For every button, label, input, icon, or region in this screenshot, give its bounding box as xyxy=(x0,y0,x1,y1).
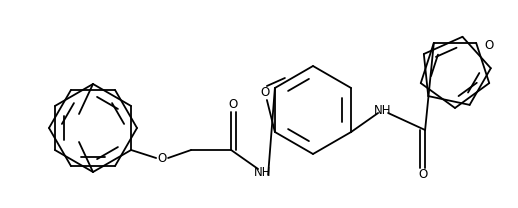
Text: O: O xyxy=(260,87,269,99)
Text: O: O xyxy=(228,99,238,111)
Text: O: O xyxy=(419,168,428,182)
Text: O: O xyxy=(484,39,494,52)
Text: NH: NH xyxy=(254,166,272,178)
Text: NH: NH xyxy=(375,104,392,116)
Text: O: O xyxy=(157,151,167,165)
